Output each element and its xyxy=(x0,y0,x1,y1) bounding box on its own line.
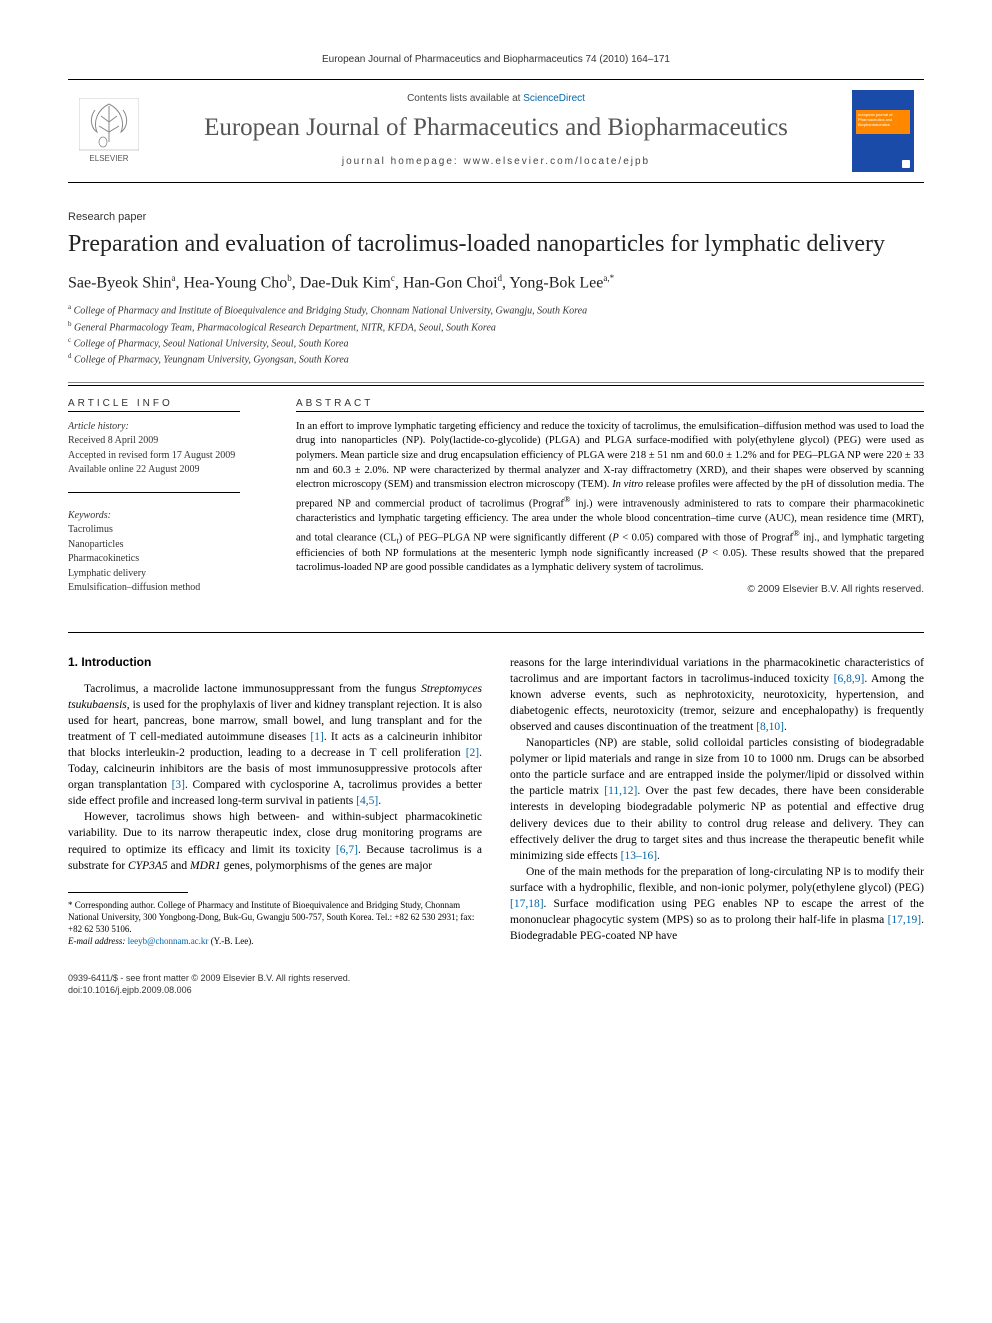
article-history-label: Article history: xyxy=(68,420,262,435)
body-two-column: 1. Introduction Tacrolimus, a macrolide … xyxy=(68,632,924,948)
accepted-date: Accepted in revised form 17 August 2009 xyxy=(68,449,262,464)
running-header: European Journal of Pharmaceutics and Bi… xyxy=(68,54,924,65)
corresponding-author-footnote: * Corresponding author. College of Pharm… xyxy=(68,899,482,948)
masthead-center: Contents lists available at ScienceDirec… xyxy=(150,80,842,182)
corresponding-email-link[interactable]: leeyb@chonnam.ac.kr xyxy=(125,936,208,946)
journal-homepage-url[interactable]: www.elsevier.com/locate/ejpb xyxy=(464,156,651,167)
journal-masthead: ELSEVIER Contents lists available at Sci… xyxy=(68,79,924,183)
abstract-heading: ABSTRACT xyxy=(296,398,924,409)
journal-name: European Journal of Pharmaceutics and Bi… xyxy=(162,114,830,142)
body-paragraph: Nanoparticles (NP) are stable, solid col… xyxy=(510,735,924,864)
keyword-item: Tacrolimus xyxy=(68,523,262,538)
journal-cover-thumbnail-icon: european journal of Pharmaceutics and Bi… xyxy=(852,90,914,172)
body-paragraph: However, tacrolimus shows high between- … xyxy=(68,809,482,873)
article-type-label: Research paper xyxy=(68,211,924,223)
abstract-column: ABSTRACT In an effort to improve lymphat… xyxy=(278,386,924,608)
journal-homepage-line: journal homepage: www.elsevier.com/locat… xyxy=(162,156,830,167)
journal-cover-cell: european journal of Pharmaceutics and Bi… xyxy=(842,80,924,182)
affiliation-item: a College of Pharmacy and Institute of B… xyxy=(68,302,924,318)
intro-heading: 1. Introduction xyxy=(68,655,482,669)
online-date: Available online 22 August 2009 xyxy=(68,463,262,478)
body-column-left: 1. Introduction Tacrolimus, a macrolide … xyxy=(68,633,482,948)
abstract-copyright: © 2009 Elsevier B.V. All rights reserved… xyxy=(296,584,924,595)
body-paragraph: Tacrolimus, a macrolide lactone immunosu… xyxy=(68,681,482,810)
abstract-text: In an effort to improve lymphatic target… xyxy=(296,420,924,576)
affiliation-item: b General Pharmacology Team, Pharmacolog… xyxy=(68,319,924,335)
affiliation-item: c College of Pharmacy, Seoul National Un… xyxy=(68,335,924,351)
sciencedirect-link[interactable]: ScienceDirect xyxy=(523,93,585,104)
svg-text:ELSEVIER: ELSEVIER xyxy=(89,154,128,163)
body-paragraph: One of the main methods for the preparat… xyxy=(510,864,924,944)
received-date: Received 8 April 2009 xyxy=(68,434,262,449)
keyword-item: Lymphatic delivery xyxy=(68,567,262,582)
article-info-column: ARTICLE INFO Article history: Received 8… xyxy=(68,386,278,608)
keyword-item: Emulsification–diffusion method xyxy=(68,581,262,596)
body-column-right: reasons for the large interindividual va… xyxy=(510,633,924,948)
article-title: Preparation and evaluation of tacrolimus… xyxy=(68,229,924,259)
affiliation-list: a College of Pharmacy and Institute of B… xyxy=(68,302,924,367)
elsevier-tree-logo-icon: ELSEVIER xyxy=(79,98,139,164)
footer-issn-line: 0939-6411/$ - see front matter © 2009 El… xyxy=(68,973,924,985)
author-list: Sae-Byeok Shina, Hea-Young Chob, Dae-Duk… xyxy=(68,273,924,292)
keywords-label: Keywords: xyxy=(68,509,262,524)
article-info-heading: ARTICLE INFO xyxy=(68,398,262,409)
publisher-logo-cell: ELSEVIER xyxy=(68,80,150,182)
page-footer: 0939-6411/$ - see front matter © 2009 El… xyxy=(68,973,924,996)
affiliation-item: d College of Pharmacy, Yeungnam Universi… xyxy=(68,351,924,367)
body-paragraph: reasons for the large interindividual va… xyxy=(510,655,924,735)
footer-doi-line: doi:10.1016/j.ejpb.2009.08.006 xyxy=(68,985,924,997)
keyword-item: Pharmacokinetics xyxy=(68,552,262,567)
contents-available-line: Contents lists available at ScienceDirec… xyxy=(162,93,830,104)
keyword-item: Nanoparticles xyxy=(68,538,262,553)
